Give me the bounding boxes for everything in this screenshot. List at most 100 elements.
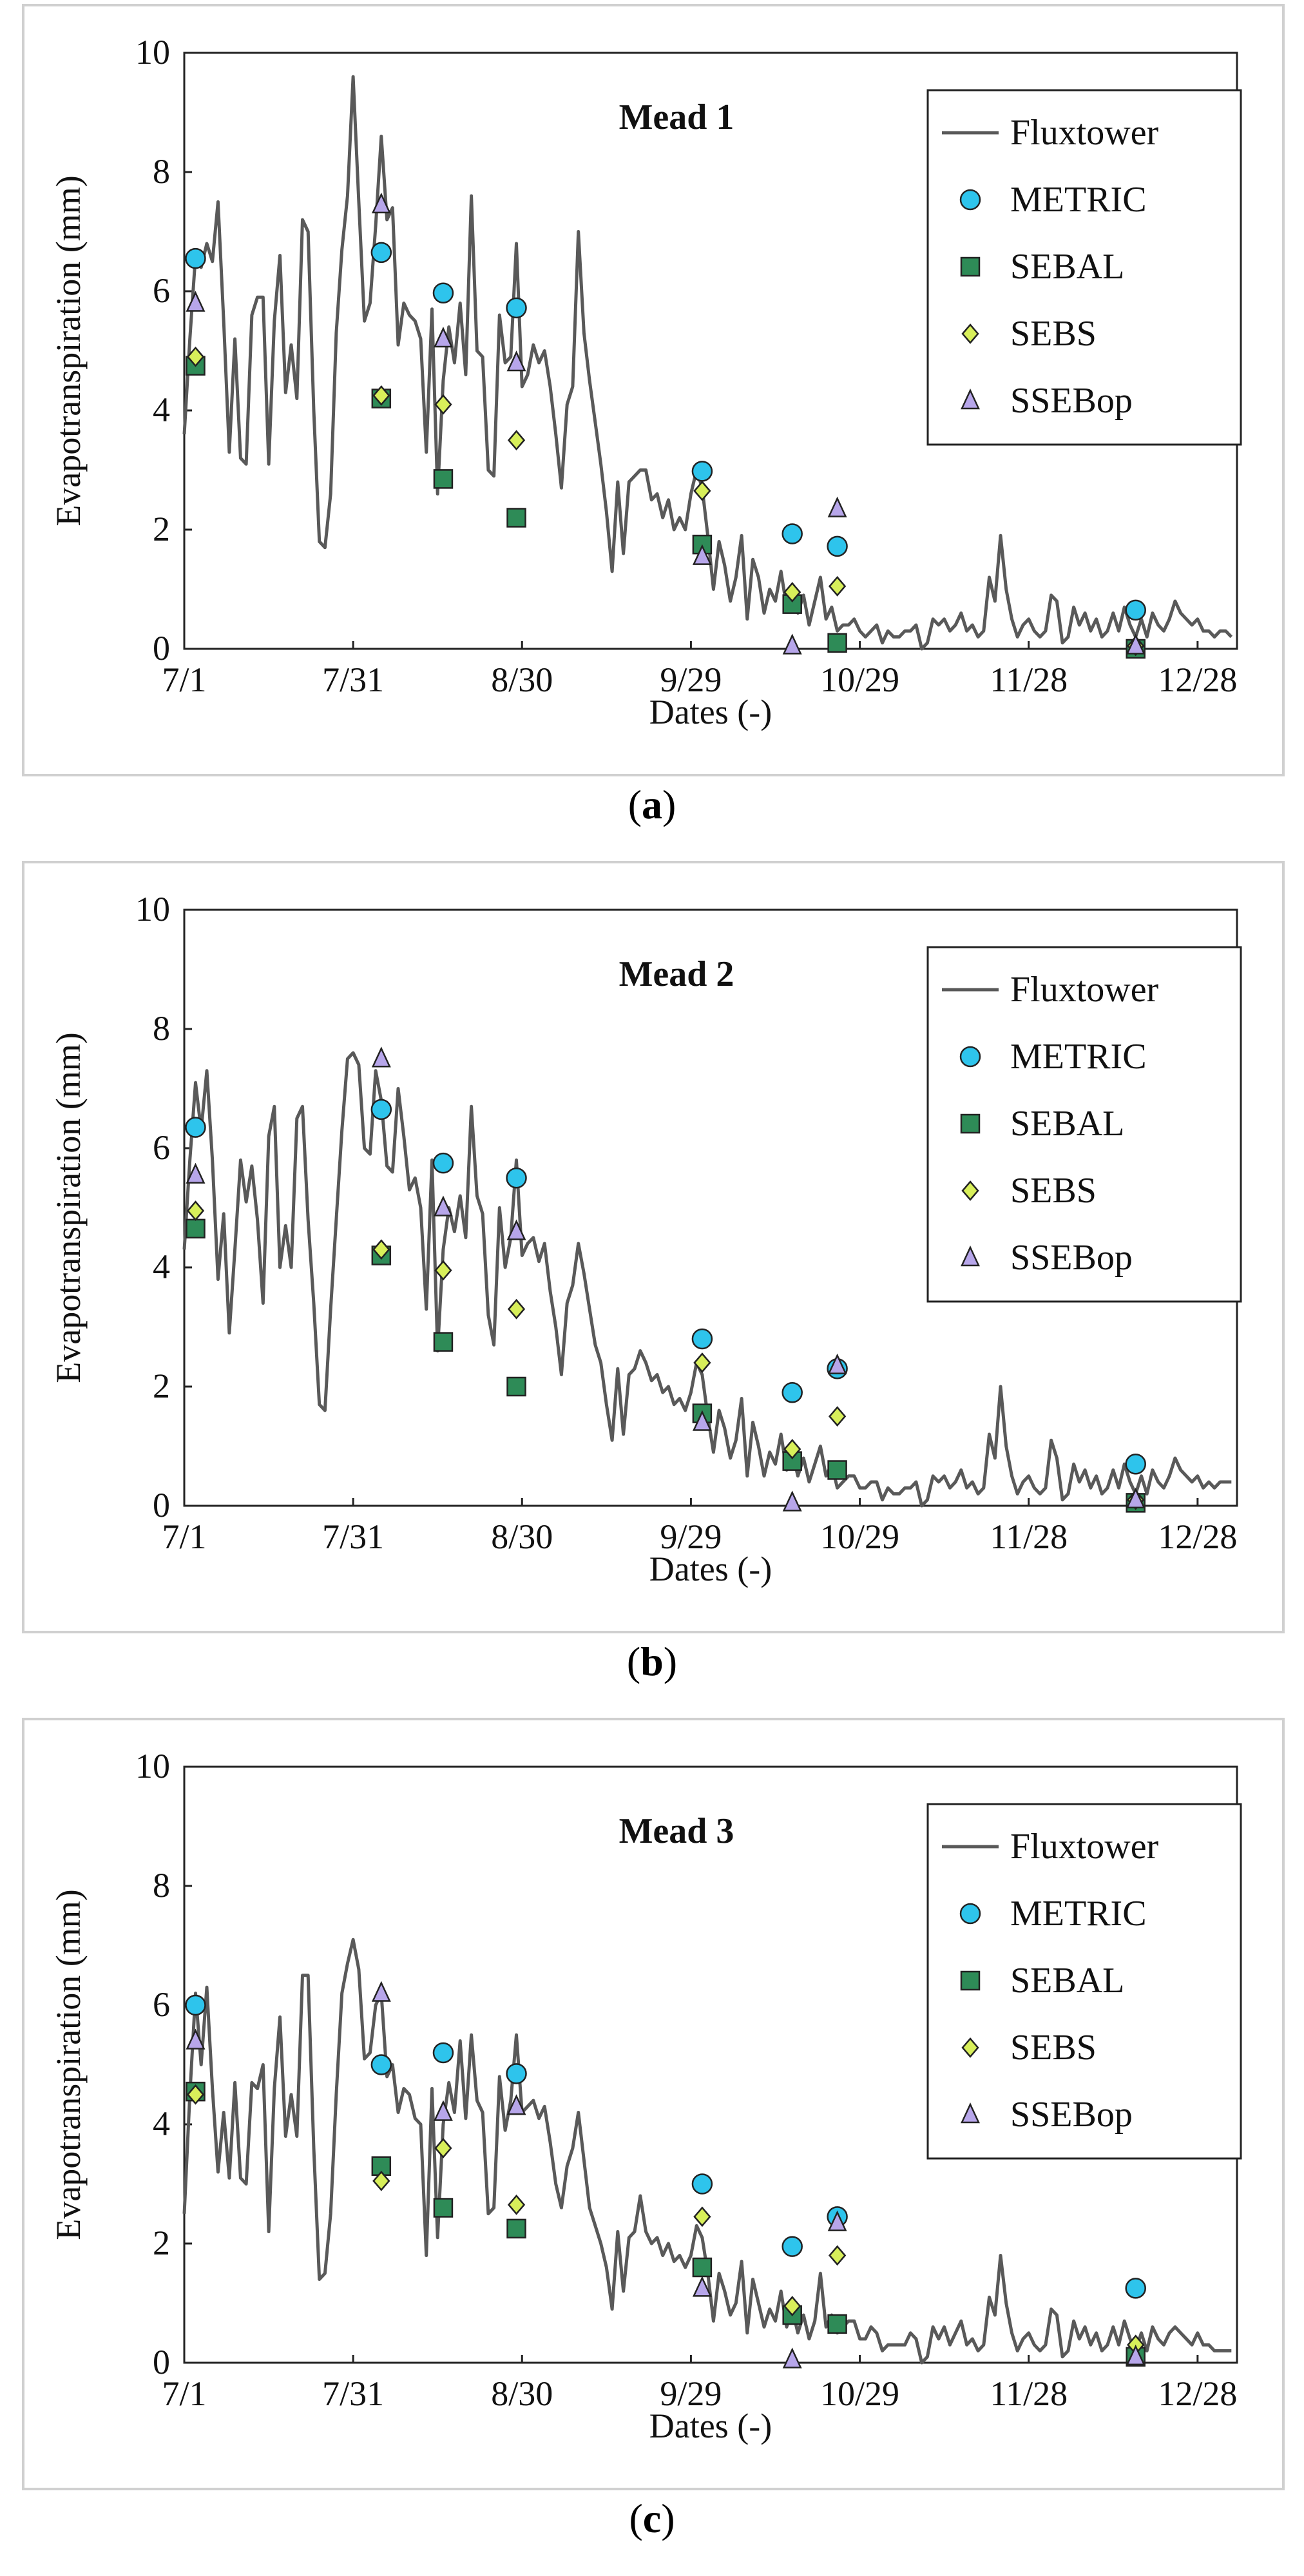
sebs-point — [693, 1352, 711, 1373]
caption-b-letter: b — [640, 1639, 664, 1684]
metric-point — [432, 1152, 454, 1174]
sebs-point — [828, 575, 847, 597]
legend-swatch-ssebop — [961, 2102, 980, 2124]
x-tick-label: 12/28 — [1158, 660, 1237, 699]
legend-label: SEBAL — [1010, 247, 1124, 287]
ssebop-point — [827, 496, 847, 517]
x-tick-label: 12/28 — [1158, 2374, 1237, 2413]
metric-point — [1125, 2278, 1146, 2299]
ssebop-point — [433, 1195, 453, 1216]
chart-title: Mead 2 — [619, 954, 734, 994]
series-metric — [185, 1994, 1146, 2299]
ssebop-point — [692, 1410, 712, 1431]
metric-point — [185, 1994, 206, 2016]
chart-panel-b: 0 2 4 6 8 10 7/1 7/31 8/30 9/29 10/29 11/28 12/28 Dat… — [0, 857, 1304, 1688]
sebs-point — [828, 1406, 847, 1427]
sebs-point — [434, 394, 452, 415]
sebal-point — [186, 1218, 206, 1239]
ssebop-point — [506, 1219, 526, 1240]
y-tick-label: 8 — [153, 1009, 170, 1048]
chart-panel-a: 0 2 4 6 8 10 7/1 7/31 8/30 9/29 10/29 11/28 12/28 Dat… — [0, 0, 1304, 831]
x-tick-label: 10/29 — [820, 660, 899, 699]
metric-point — [506, 297, 527, 319]
legend-label: METRIC — [1010, 1894, 1147, 1934]
legend-swatch-sebs — [961, 1180, 979, 1201]
y-tick-label: 10 — [135, 1747, 170, 1785]
sebs-point — [372, 1239, 390, 1260]
ssebop-point — [371, 192, 391, 214]
legend-label: SSEBop — [1010, 2095, 1133, 2135]
sebal-point — [692, 1403, 713, 1423]
y-tick-label: 2 — [153, 1367, 170, 1405]
y-axis-label: Evapotranspiration (mm) — [49, 1032, 88, 1383]
sebs-point — [186, 1200, 205, 1222]
legend-label: SEBAL — [1010, 1104, 1124, 1144]
ssebop-point — [692, 2276, 712, 2297]
sebs-point — [186, 2084, 205, 2105]
sebal-point — [827, 1460, 847, 1480]
series-ssebop — [186, 1981, 1146, 2369]
y-tick-label: 0 — [153, 2343, 170, 2381]
legend-swatch-sebs — [961, 2037, 979, 2058]
x-tick-label: 9/29 — [660, 1517, 722, 1556]
ssebop-point — [186, 2028, 206, 2050]
series-sebal — [186, 2081, 1146, 2367]
legend-label: METRIC — [1010, 1037, 1147, 1077]
metric-point — [506, 1168, 527, 1189]
y-tick-label: 2 — [153, 510, 170, 548]
metric-point — [370, 2054, 392, 2075]
ssebop-point — [506, 351, 526, 372]
legend-label: SEBAL — [1010, 1961, 1124, 2001]
y-tick-label: 4 — [153, 2104, 170, 2143]
x-axis-label: Dates (-) — [649, 2407, 772, 2445]
chart-title: Mead 3 — [619, 1811, 734, 1851]
y-axis-label: Evapotranspiration (mm) — [49, 175, 88, 526]
legend-label: SSEBop — [1010, 1238, 1133, 1278]
legend-swatch-sebal — [960, 1970, 981, 1991]
sebal-point — [506, 508, 526, 528]
sebs-point — [783, 2296, 801, 2317]
x-axis-label: Dates (-) — [649, 1550, 772, 1588]
sebal-point — [692, 2257, 713, 2278]
series-ssebop — [186, 192, 1146, 655]
legend-label: Fluxtower — [1010, 113, 1159, 153]
x-tick-label: 7/31 — [322, 2374, 384, 2413]
legend: Fluxtower METRIC SEBAL SEBS SSEBop — [926, 89, 1242, 446]
series-ssebop — [186, 1046, 1146, 1512]
legend-label: SSEBop — [1010, 381, 1133, 421]
legend-label: SEBS — [1010, 2028, 1097, 2068]
caption-b: (b) — [626, 1639, 678, 1684]
metric-point — [1125, 1454, 1146, 1475]
chart-mead-2: 0 2 4 6 8 10 7/1 7/31 8/30 9/29 10/29 11/28 12/28 Dat… — [22, 861, 1285, 1633]
y-tick-label: 4 — [153, 1247, 170, 1286]
sebs-point — [507, 2194, 526, 2215]
sebs-point — [372, 385, 390, 406]
caption-c-letter: c — [642, 2495, 662, 2541]
x-tick-label: 8/30 — [491, 2374, 553, 2413]
x-tick-label: 7/1 — [162, 1517, 206, 1556]
x-tick-label: 11/28 — [990, 660, 1068, 699]
ssebop-point — [371, 1046, 391, 1068]
sebs-point — [783, 582, 801, 603]
ssebop-point — [433, 2100, 453, 2121]
caption-a-letter: a — [642, 782, 662, 827]
legend: Fluxtower METRIC SEBAL SEBS SSEBop — [926, 946, 1242, 1303]
sebal-point — [827, 2314, 847, 2334]
metric-point — [781, 523, 803, 544]
metric-point — [781, 1382, 803, 1403]
x-tick-label: 9/29 — [660, 660, 722, 699]
x-tick-label: 9/29 — [660, 2374, 722, 2413]
metric-point — [781, 2236, 803, 2257]
x-tick-label: 7/1 — [162, 660, 206, 699]
metric-point — [1125, 599, 1146, 621]
sebal-point — [433, 1332, 454, 1352]
sebs-point — [507, 1298, 526, 1320]
series-metric — [185, 242, 1146, 621]
y-tick-label: 10 — [135, 33, 170, 72]
sebal-point — [433, 469, 454, 489]
metric-point — [370, 242, 392, 264]
metric-point — [691, 1328, 713, 1350]
legend-swatch-ssebop — [961, 1245, 980, 1267]
ssebop-point — [186, 1162, 206, 1184]
ssebop-point — [692, 544, 712, 565]
